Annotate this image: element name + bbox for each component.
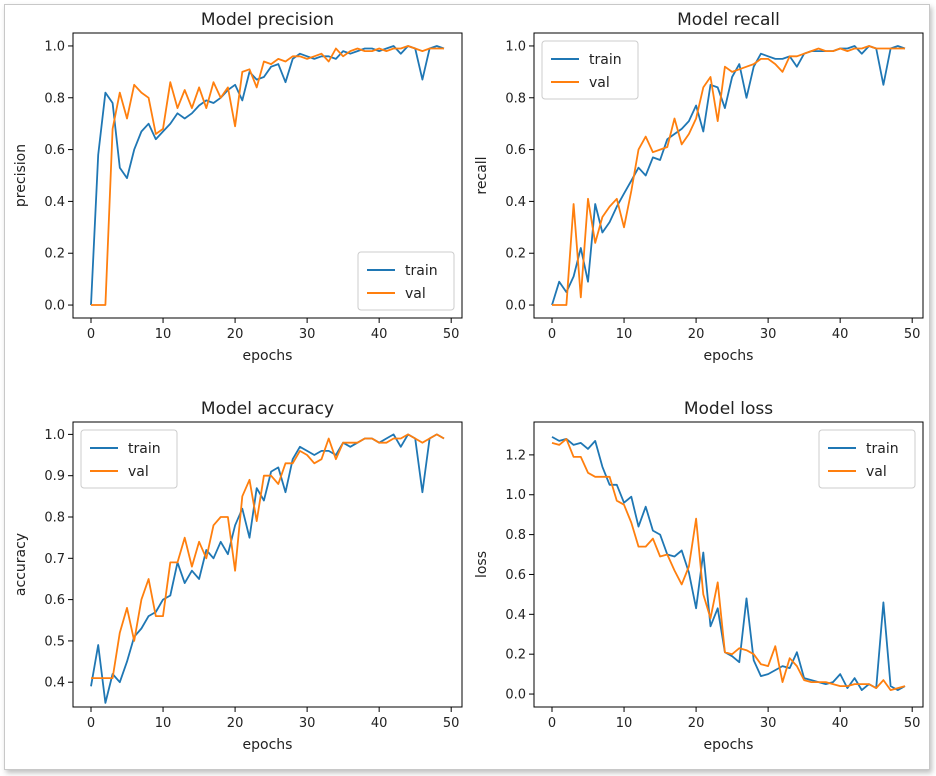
- legend-label-train: train: [866, 441, 899, 457]
- y-tick-label: 0.0: [44, 299, 65, 314]
- y-tick-label: 1.0: [44, 428, 65, 443]
- x-tick-label: 50: [904, 716, 921, 731]
- legend: train val: [541, 40, 639, 100]
- series-line-val: [551, 437, 906, 691]
- y-tick-label: 0.4: [505, 195, 526, 210]
- legend-label-val: val: [866, 464, 887, 480]
- y-tick-label: 1.2: [505, 448, 526, 463]
- x-tick-label: 40: [832, 716, 849, 731]
- plot-area: [533, 421, 924, 708]
- legend-box: [541, 40, 639, 100]
- legend-box: [80, 429, 178, 489]
- x-axis-label: epochs: [704, 737, 754, 753]
- y-axis-label: accuracy: [13, 533, 29, 596]
- y-tick-label: 0.7: [44, 552, 65, 567]
- x-tick-label: 30: [299, 327, 316, 342]
- y-tick-label: 0.6: [44, 143, 65, 158]
- x-tick-label: 10: [155, 716, 172, 731]
- y-tick-label: 0.2: [505, 648, 526, 663]
- x-tick-label: 0: [548, 327, 556, 342]
- y-tick-label: 0.8: [44, 91, 65, 106]
- y-tick-label: 0.0: [505, 299, 526, 314]
- series-line-train: [90, 433, 445, 704]
- plot-area: [72, 421, 463, 708]
- y-tick-label: 0.8: [44, 511, 65, 526]
- series-line-train: [90, 45, 445, 306]
- plot-area: [533, 32, 924, 319]
- legend-label-train: train: [405, 263, 438, 279]
- series-line-val: [91, 433, 445, 679]
- y-tick-label: 1.0: [505, 488, 526, 503]
- x-tick-label: 20: [688, 327, 705, 342]
- series-line-val: [552, 45, 905, 306]
- x-axis-label: epochs: [243, 348, 293, 364]
- x-tick-label: 10: [616, 716, 633, 731]
- legend-label-val: val: [128, 464, 149, 480]
- y-tick-label: 0.2: [44, 247, 65, 262]
- chart-model-loss: Model loss 0 10 20 30 40 50 0.0 0.2 0.4 0.6 0.8 1.0 1…: [474, 399, 924, 753]
- y-tick-label: 0.4: [44, 195, 65, 210]
- x-tick-label: 20: [227, 327, 244, 342]
- x-tick-label: 30: [760, 327, 777, 342]
- legend-label-train: train: [589, 52, 622, 68]
- x-tick-label: 50: [443, 716, 460, 731]
- y-axis-label: precision: [13, 144, 29, 207]
- x-tick-label: 10: [616, 327, 633, 342]
- x-axis-label: epochs: [243, 737, 293, 753]
- x-tick-label: 40: [371, 327, 388, 342]
- y-tick-label: 0.5: [44, 634, 65, 649]
- plot-area: [72, 32, 463, 319]
- x-tick-label: 50: [443, 327, 460, 342]
- x-tick-label: 30: [299, 716, 316, 731]
- y-axis-label: loss: [474, 551, 490, 578]
- y-tick-label: 0.8: [505, 91, 526, 106]
- chart-title: Model precision: [201, 10, 334, 30]
- y-tick-label: 0.4: [505, 608, 526, 623]
- chart-model-recall: Model recall 0 10 20 30 40 50 0.0 0.2 0.4 0.6 0.8 1.…: [474, 10, 924, 364]
- x-tick-label: 30: [760, 716, 777, 731]
- legend-label-train: train: [128, 441, 161, 457]
- x-tick-label: 40: [371, 716, 388, 731]
- y-tick-label: 1.0: [44, 39, 65, 54]
- x-tick-label: 10: [155, 327, 172, 342]
- chart-model-accuracy: Model accuracy 0 10 20 30 40 50 0.4 0.5 0.6 0.7 0.8…: [13, 399, 463, 753]
- x-tick-label: 50: [904, 327, 921, 342]
- chart-title: Model accuracy: [201, 399, 334, 419]
- y-tick-label: 0.2: [505, 247, 526, 262]
- legend-box: [357, 251, 455, 311]
- y-tick-label: 0.0: [505, 688, 526, 703]
- legend: train val: [80, 429, 178, 489]
- chart-title: Model loss: [684, 399, 773, 419]
- legend: train val: [357, 251, 455, 311]
- y-tick-label: 0.9: [44, 469, 65, 484]
- y-tick-label: 0.6: [505, 568, 526, 583]
- legend-label-val: val: [589, 75, 610, 91]
- y-tick-label: 0.4: [44, 676, 65, 691]
- y-tick-label: 0.8: [505, 528, 526, 543]
- chart-model-precision: Model precision 0 10 20 30 40 50 0.0 0.2 0.4 0.6 0.…: [13, 10, 463, 364]
- series-line-val: [91, 45, 444, 306]
- x-tick-label: 20: [688, 716, 705, 731]
- series-line-train: [551, 45, 906, 306]
- x-tick-label: 0: [87, 716, 95, 731]
- x-tick-label: 0: [87, 327, 95, 342]
- chart-title: Model recall: [677, 10, 780, 30]
- x-tick-label: 0: [548, 716, 556, 731]
- legend-box: [818, 429, 916, 489]
- y-tick-label: 1.0: [505, 39, 526, 54]
- x-tick-label: 20: [227, 716, 244, 731]
- legend-label-val: val: [405, 286, 426, 302]
- y-tick-label: 0.6: [505, 143, 526, 158]
- x-tick-label: 40: [832, 327, 849, 342]
- x-axis-label: epochs: [704, 348, 754, 364]
- y-axis-label: recall: [474, 156, 490, 194]
- y-tick-label: 0.6: [44, 593, 65, 608]
- legend: train val: [818, 429, 916, 489]
